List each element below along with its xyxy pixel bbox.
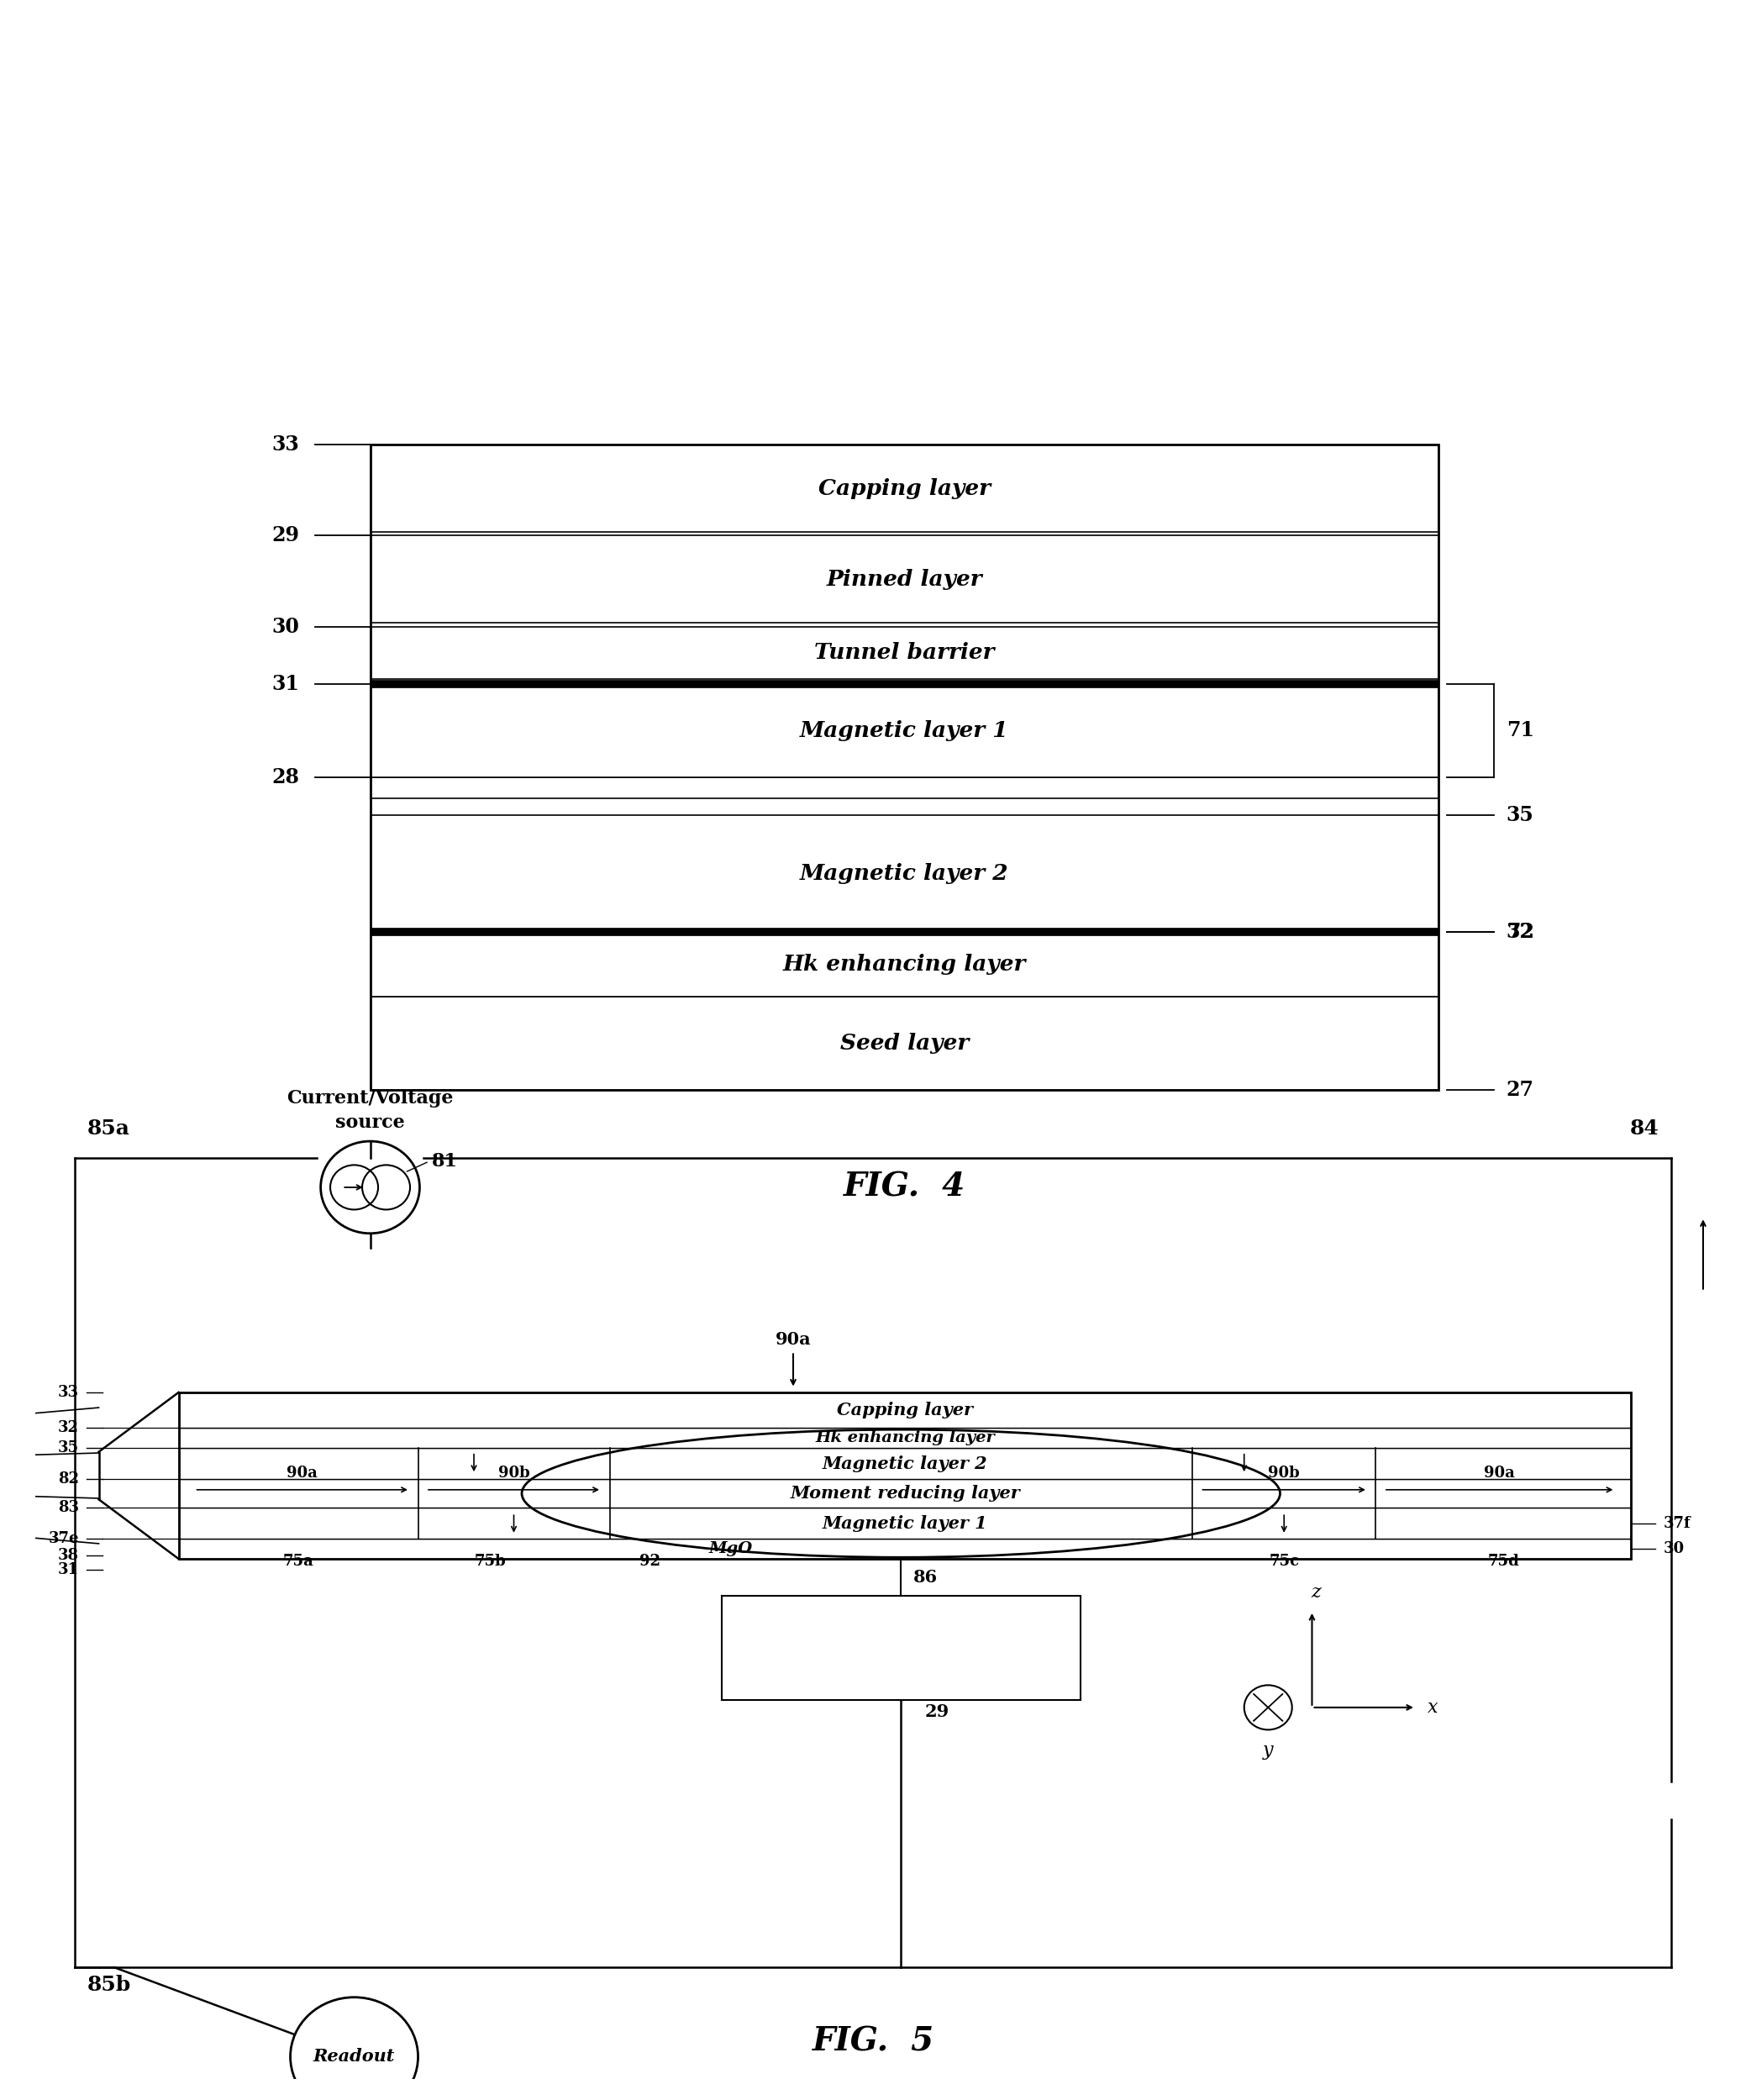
Text: W: W — [890, 1649, 911, 1665]
Text: 81: 81 — [431, 1153, 457, 1170]
Text: MgO: MgO — [709, 1541, 753, 1556]
Text: 37e: 37e — [49, 1531, 79, 1546]
Text: 90a: 90a — [286, 1466, 318, 1480]
Text: x: x — [1428, 1699, 1439, 1716]
Text: Hk enhancing layer: Hk enhancing layer — [815, 1430, 995, 1445]
Text: Readout: Readout — [313, 2048, 395, 2064]
Bar — [370, 445, 1439, 1090]
Text: 84: 84 — [1631, 1119, 1659, 1138]
Bar — [178, 1478, 1631, 1508]
Text: z: z — [1311, 1583, 1322, 1602]
Text: 33: 33 — [58, 1384, 79, 1401]
Text: Capping layer: Capping layer — [819, 477, 990, 500]
Text: y: y — [1262, 1741, 1273, 1760]
Text: Capping layer: Capping layer — [836, 1403, 973, 1420]
Text: 35: 35 — [58, 1441, 79, 1455]
Bar — [721, 1596, 1081, 1701]
Bar — [370, 626, 1439, 678]
Text: 85a: 85a — [87, 1119, 129, 1138]
Bar — [178, 1449, 1631, 1478]
Text: 28: 28 — [272, 766, 300, 788]
Text: 32: 32 — [58, 1420, 79, 1436]
Text: 90b: 90b — [498, 1466, 529, 1480]
Text: 71: 71 — [1507, 720, 1535, 741]
Text: 29: 29 — [925, 1703, 950, 1720]
Text: 38: 38 — [58, 1548, 79, 1562]
Text: Moment reducing layer: Moment reducing layer — [789, 1485, 1020, 1502]
Text: Seed layer: Seed layer — [840, 1033, 969, 1054]
Text: 92: 92 — [639, 1554, 660, 1569]
Text: Pinned layer: Pinned layer — [840, 1623, 962, 1640]
Text: 82: 82 — [58, 1472, 79, 1487]
Text: 30: 30 — [272, 617, 300, 636]
Text: 72: 72 — [1507, 922, 1535, 943]
Bar — [370, 536, 1439, 624]
Text: Current/Voltage: Current/Voltage — [286, 1090, 454, 1109]
Bar — [370, 445, 1439, 531]
Text: 31: 31 — [58, 1562, 79, 1577]
Circle shape — [290, 1997, 417, 2100]
Text: 30: 30 — [1664, 1541, 1685, 1556]
Bar — [178, 1392, 1631, 1558]
Text: 32: 32 — [1507, 922, 1535, 943]
Text: Magnetic layer 1: Magnetic layer 1 — [822, 1514, 988, 1531]
Text: 90b: 90b — [1268, 1466, 1301, 1480]
Text: 86: 86 — [913, 1569, 938, 1586]
Text: 90a: 90a — [775, 1331, 812, 1348]
Text: FIG.  5: FIG. 5 — [812, 2026, 934, 2058]
Text: 27: 27 — [1507, 1079, 1535, 1100]
Bar — [370, 995, 1439, 1090]
Text: 75c: 75c — [1269, 1554, 1299, 1569]
Text: Magnetic layer 2: Magnetic layer 2 — [800, 863, 1009, 884]
Text: Magnetic layer 2: Magnetic layer 2 — [822, 1455, 988, 1472]
Bar — [178, 1392, 1631, 1428]
Text: 85b: 85b — [87, 1974, 131, 1995]
Text: 75d: 75d — [1488, 1554, 1519, 1569]
Bar — [178, 1508, 1631, 1539]
Text: source: source — [335, 1113, 405, 1132]
Text: 83: 83 — [58, 1499, 79, 1514]
Bar — [370, 815, 1439, 932]
Text: 90a: 90a — [1484, 1466, 1516, 1480]
Text: 75a: 75a — [283, 1554, 314, 1569]
Bar — [370, 777, 1439, 798]
Text: 33: 33 — [272, 435, 300, 454]
Text: 35: 35 — [1507, 806, 1533, 825]
Bar — [178, 1428, 1631, 1449]
Bar — [370, 932, 1439, 995]
Text: FIG.  4: FIG. 4 — [843, 1172, 966, 1203]
Bar — [178, 1539, 1631, 1558]
Text: Hk enhancing layer: Hk enhancing layer — [782, 953, 1027, 974]
Text: 31: 31 — [272, 674, 300, 693]
Text: Pinned layer: Pinned layer — [826, 569, 983, 590]
Text: 37f: 37f — [1664, 1516, 1690, 1531]
Text: 75b: 75b — [473, 1554, 506, 1569]
Text: Magnetic layer 1: Magnetic layer 1 — [800, 720, 1009, 741]
Text: Tunnel barrier: Tunnel barrier — [814, 643, 995, 664]
Bar — [370, 685, 1439, 777]
Text: 29: 29 — [272, 525, 300, 546]
